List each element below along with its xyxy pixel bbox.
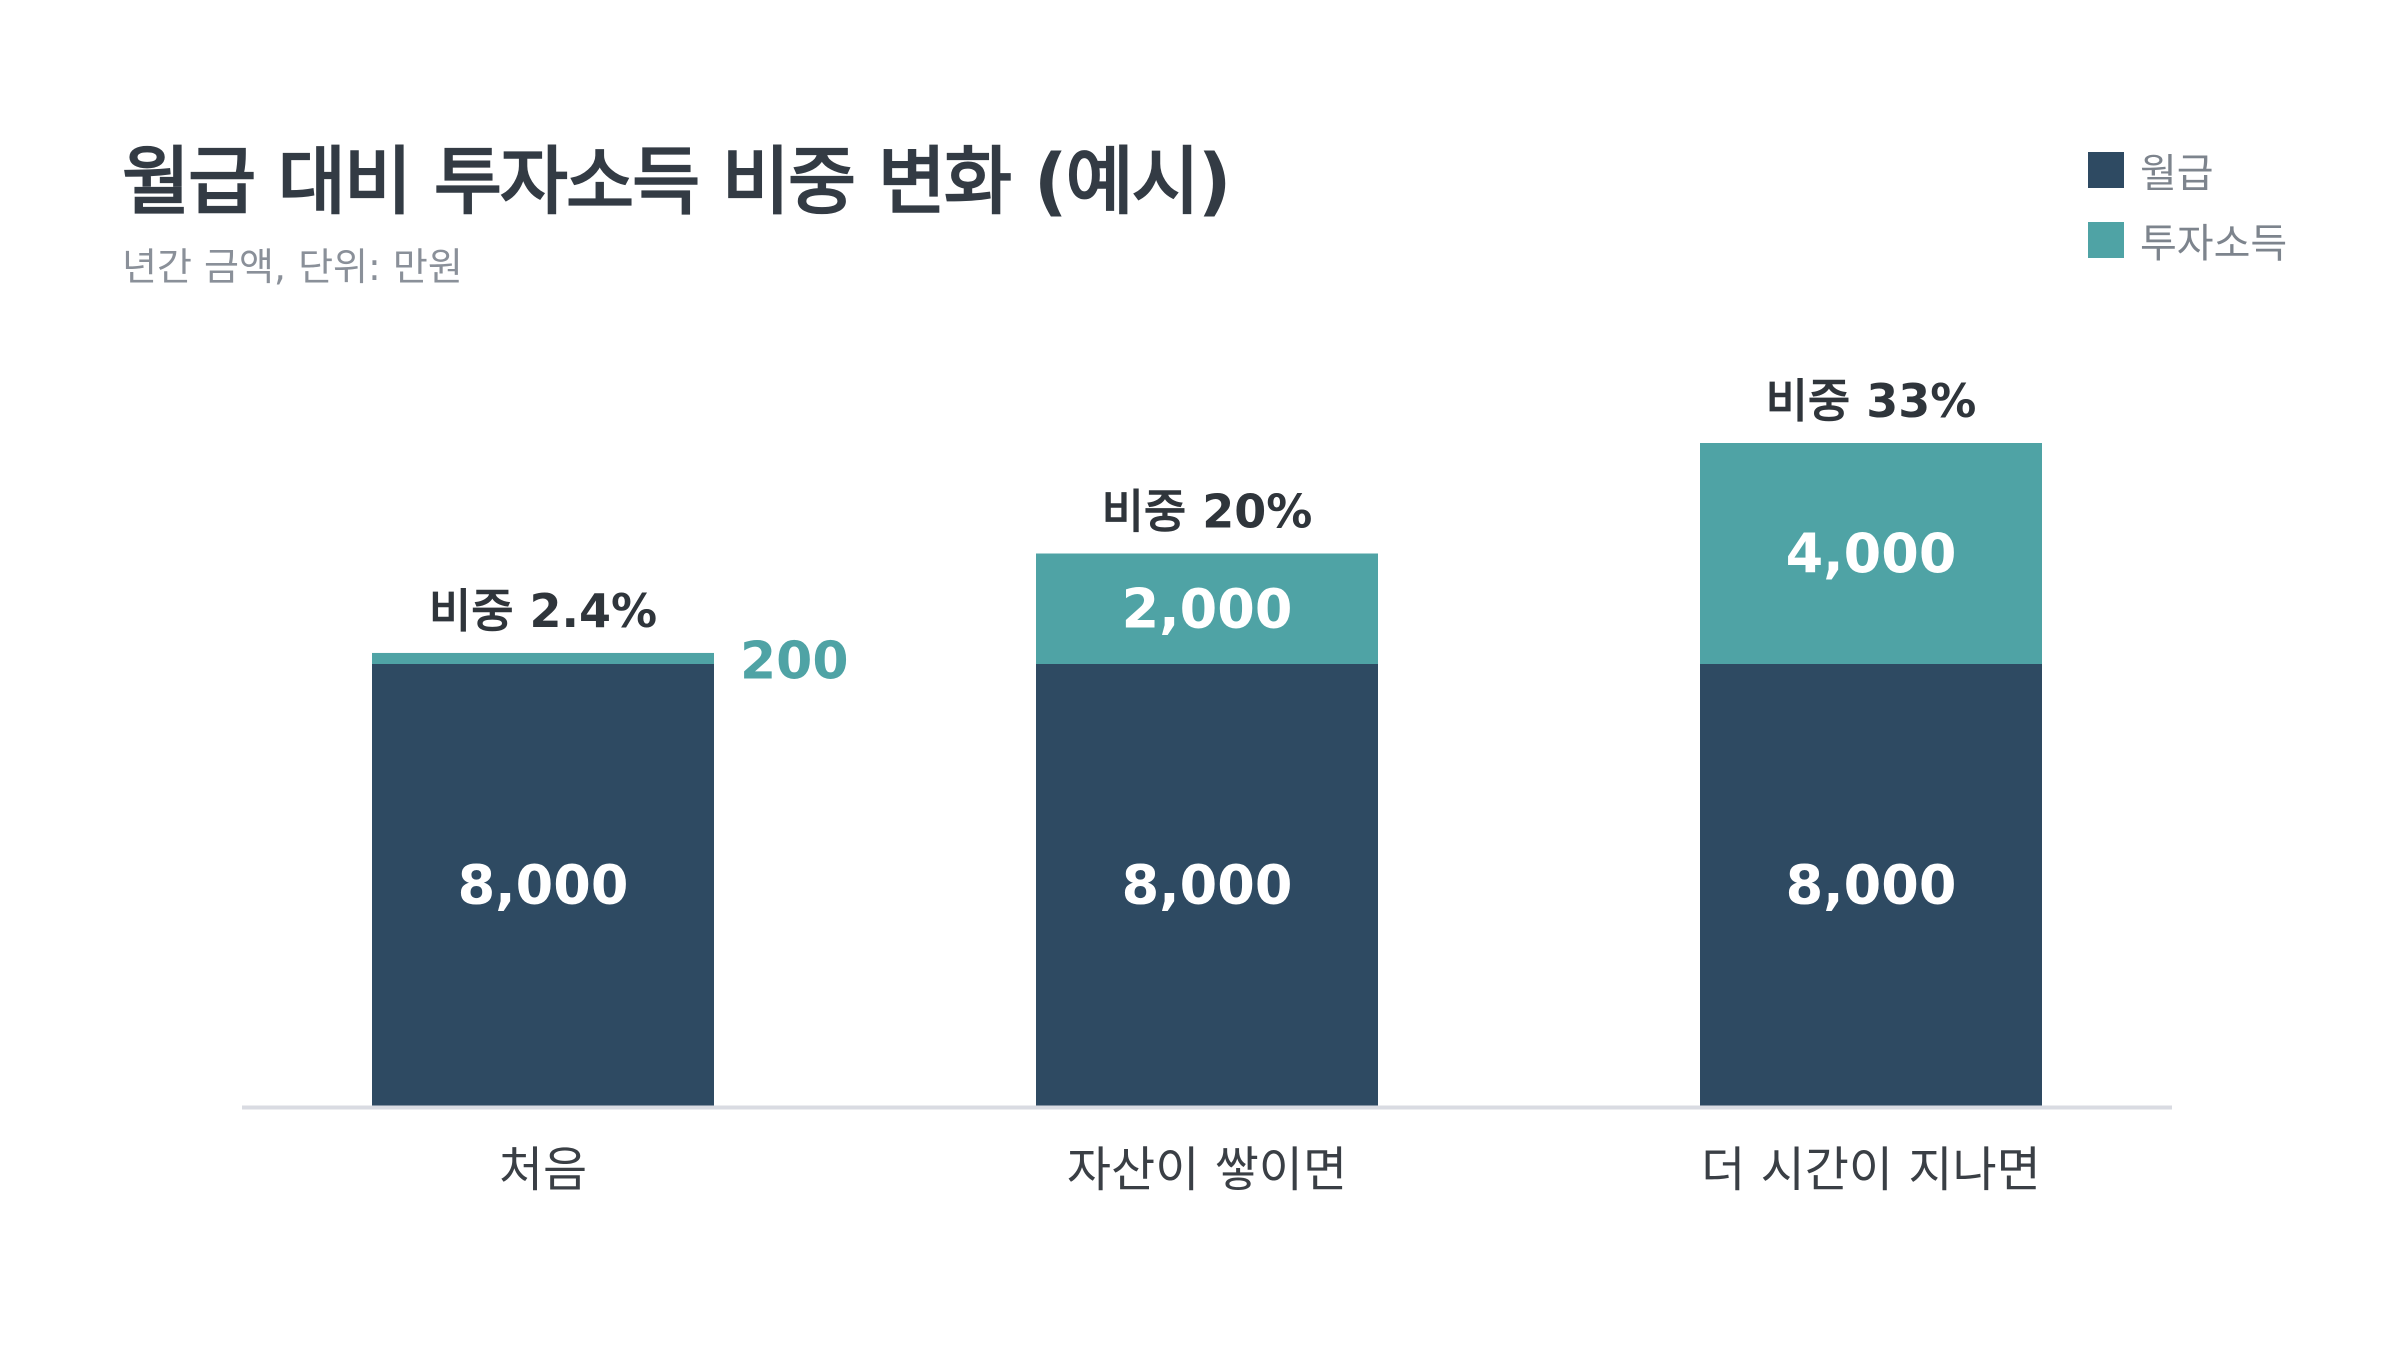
bar-salary-2 xyxy=(1700,664,2042,1106)
category-label-2: 더 시간이 지나면 xyxy=(1701,1142,2041,1198)
legend-label-investment: 투자소득 xyxy=(2140,221,2288,267)
ratio-label-1: 비중 20% xyxy=(1102,485,1313,539)
bar-investment-2 xyxy=(1700,443,2042,664)
category-label-1: 자산이 쌓이면 xyxy=(1067,1142,1347,1198)
legend-label-salary: 월급 xyxy=(2140,151,2214,197)
bar-investment-1 xyxy=(1036,553,1378,664)
bar-value-investment-2: 4,000 xyxy=(1786,522,1957,585)
bar-value-salary-2: 8,000 xyxy=(1786,854,1957,917)
bar-investment-0 xyxy=(372,652,714,664)
chart-title: 월급 대비 투자소득 비중 변화 (예시) xyxy=(122,139,1232,225)
bar-salary-1 xyxy=(1036,664,1378,1106)
ratio-label-2: 비중 33% xyxy=(1766,374,1977,428)
bar-value-salary-0: 8,000 xyxy=(458,854,629,917)
bar-salary-0 xyxy=(372,664,714,1106)
legend-swatch-salary xyxy=(2088,152,2124,188)
legend-item-salary: 월급 xyxy=(2088,146,2287,197)
bar-value-salary-1: 8,000 xyxy=(1122,854,1293,917)
legend: 월급 투자소득 xyxy=(2088,146,2287,286)
bar-value-investment-0: 200 xyxy=(740,631,849,691)
category-label-0: 처음 xyxy=(499,1142,587,1198)
legend-swatch-investment xyxy=(2088,222,2124,258)
legend-item-investment: 투자소득 xyxy=(2088,216,2287,267)
bar-value-investment-1: 2,000 xyxy=(1122,577,1293,640)
ratio-label-0: 비중 2.4% xyxy=(429,584,657,638)
chart-subtitle: 년간 금액, 단위: 만원 xyxy=(122,245,463,289)
